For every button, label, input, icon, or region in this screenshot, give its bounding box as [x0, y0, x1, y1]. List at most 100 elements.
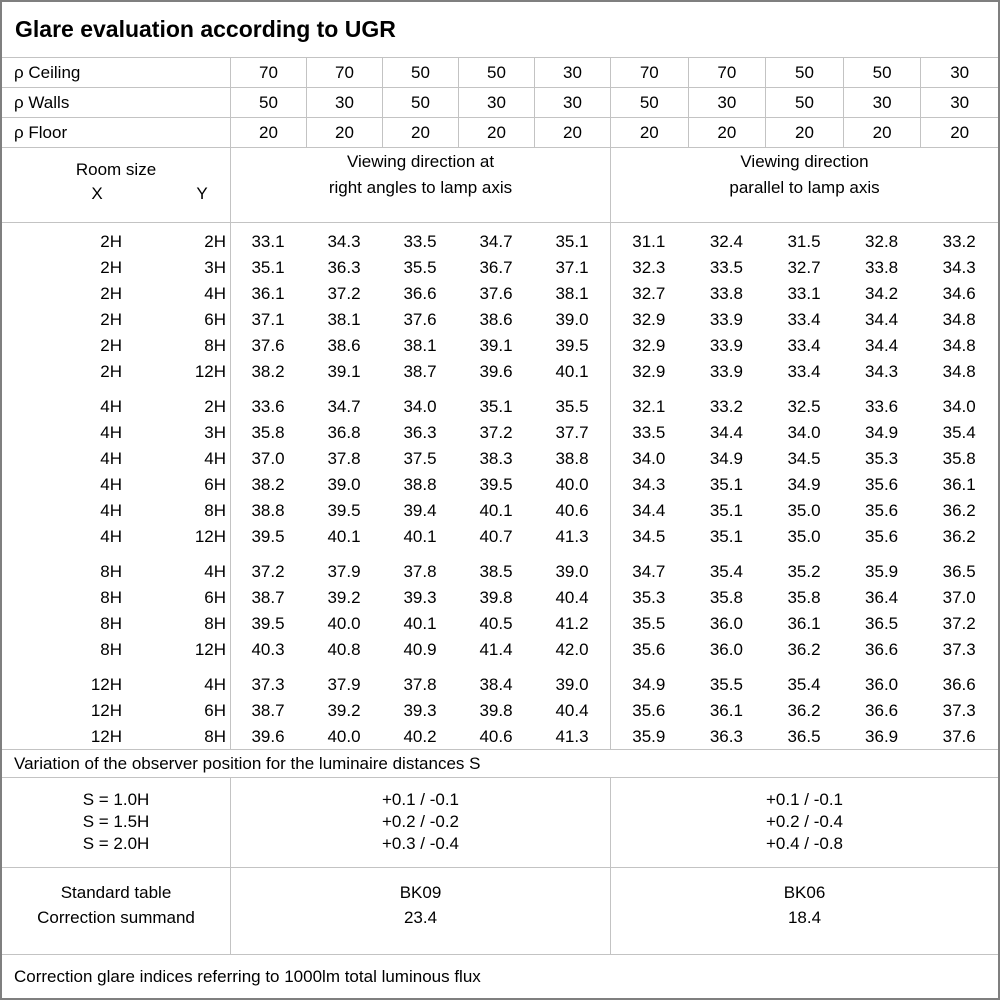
right-angles-header-line2: right angles to lamp axis	[328, 178, 513, 197]
ugr-row: 8H 8H 39.5 40.0 40.1 40.5 41.2 35.5 36.0 36.1 36.5…	[2, 611, 998, 637]
reflectance-row: ρ Floor 20 20 20 20 20 20 20 20 20 20	[2, 118, 998, 148]
room-size-x: 12H	[90, 727, 122, 746]
room-size-y: 8H	[204, 501, 226, 520]
ugr-row: 8H 6H 38.7 39.2 39.3 39.8 40.4 35.3 35.8 35.8 36.4…	[2, 585, 998, 611]
ugr-row: 4H 4H 37.0 37.8 37.5 38.3 38.8 34.0 34.9 34.5 35.3…	[2, 446, 998, 472]
reflectance-value: 50	[610, 88, 688, 117]
parallel-header: Viewing direction parallel to lamp axis	[610, 148, 998, 222]
ugr-value: 35.8	[942, 449, 976, 468]
ugr-value: 34.9	[709, 449, 743, 468]
ugr-value: 35.9	[865, 562, 899, 581]
ugr-value: 36.3	[327, 258, 361, 277]
ugr-row: 4H 2H 33.6 34.7 34.0 35.1 35.5 32.1 33.2 32.5 33.6…	[2, 394, 998, 420]
reflectance-value: 50	[230, 88, 306, 117]
ugr-value: 37.9	[327, 562, 361, 581]
ugr-value: 35.6	[632, 640, 666, 659]
ugr-row: 12H 8H 39.6 40.0 40.2 40.6 41.3 35.9 36.3 36.5 36.…	[2, 724, 998, 749]
ugr-value: 37.3	[251, 675, 285, 694]
ugr-row: 2H 8H 37.6 38.6 38.1 39.1 39.5 32.9 33.9 33.4 34.4…	[2, 333, 998, 359]
ugr-value: 36.0	[865, 675, 899, 694]
reflectance-value: 30	[458, 88, 534, 117]
summary-parallel: BK06 18.4	[610, 868, 998, 954]
variation-parallel-3: +0.4 / -0.8	[765, 834, 844, 853]
summary-section: Standard table Correction summand BK09 2…	[2, 868, 998, 955]
ugr-value: 36.6	[865, 701, 899, 720]
ugr-value: 36.6	[865, 640, 899, 659]
ugr-value: 38.1	[555, 284, 589, 303]
variation-right-angles-3: +0.3 / -0.4	[381, 834, 460, 853]
room-size-y: 6H	[204, 475, 226, 494]
direction-header-row: Room size X Y Viewing direction at right…	[2, 148, 998, 223]
ugr-value: 39.5	[251, 527, 285, 546]
ugr-value: 35.1	[709, 501, 743, 520]
ugr-value: 32.9	[632, 336, 666, 355]
ugr-value: 35.3	[632, 588, 666, 607]
ugr-value: 39.0	[555, 310, 589, 329]
ugr-value: 40.0	[327, 727, 361, 746]
ugr-value: 34.4	[709, 423, 743, 442]
ugr-value: 33.9	[709, 362, 743, 381]
ugr-value: 32.8	[865, 232, 899, 251]
ugr-value: 37.2	[479, 423, 513, 442]
ugr-value: 38.8	[555, 449, 589, 468]
room-size-x: 4H	[100, 501, 122, 520]
parallel-header-line2: parallel to lamp axis	[729, 178, 880, 197]
ugr-value: 34.5	[632, 527, 666, 546]
room-size-y: 4H	[204, 675, 226, 694]
correction-summand-right-angles: 23.4	[403, 908, 438, 927]
right-angles-header: Viewing direction at right angles to lam…	[230, 148, 610, 222]
parallel-header-line1: Viewing direction	[740, 152, 869, 171]
ugr-value: 37.6	[251, 336, 285, 355]
ugr-value: 40.1	[403, 614, 437, 633]
ugr-value: 38.8	[403, 475, 437, 494]
room-size-x: 4H	[100, 527, 122, 546]
ugr-value: 34.9	[787, 475, 821, 494]
reflectance-section: ρ Ceiling 70 70 50 50 30 70 70 50 50 30 ρ Walls 50 30…	[2, 58, 998, 148]
ugr-value: 36.8	[327, 423, 361, 442]
room-size-x: 2H	[100, 258, 122, 277]
ugr-value: 40.0	[327, 614, 361, 633]
room-size-y: 3H	[204, 258, 226, 277]
variation-right-angles: +0.1 / -0.1 +0.2 / -0.2 +0.3 / -0.4	[230, 778, 610, 867]
ugr-value: 34.5	[787, 449, 821, 468]
ugr-value: 34.3	[632, 475, 666, 494]
ugr-value: 37.8	[403, 675, 437, 694]
reflectance-value: 20	[306, 118, 382, 147]
ugr-value: 36.3	[403, 423, 437, 442]
reflectance-value: 50	[765, 88, 843, 117]
ugr-value: 39.2	[327, 701, 361, 720]
room-size-header: Room size X Y	[2, 148, 230, 222]
ugr-row: 2H 3H 35.1 36.3 35.5 36.7 37.1 32.3 33.5 32.7 33.8…	[2, 255, 998, 281]
ugr-value: 35.8	[709, 588, 743, 607]
ugr-value: 35.5	[709, 675, 743, 694]
reflectance-value: 70	[687, 58, 766, 87]
ugr-value: 40.4	[555, 588, 589, 607]
ugr-value: 36.9	[865, 727, 899, 746]
ugr-value: 39.1	[479, 336, 513, 355]
ugr-value: 35.4	[787, 675, 821, 694]
ugr-value: 36.0	[709, 614, 743, 633]
variation-note: Variation of the observer position for t…	[14, 753, 481, 773]
ugr-value: 38.4	[479, 675, 513, 694]
ugr-value: 39.1	[327, 362, 361, 381]
reflectance-value: 50	[382, 88, 458, 117]
ugr-value: 36.0	[709, 640, 743, 659]
room-size-y: 6H	[204, 588, 226, 607]
room-size-y: 12H	[194, 362, 226, 381]
ugr-value: 37.6	[942, 727, 976, 746]
ugr-value: 36.2	[787, 640, 821, 659]
ugr-value: 37.6	[403, 310, 437, 329]
reflectance-value: 20	[534, 118, 610, 147]
divider-room-size	[230, 223, 231, 749]
ugr-value: 39.5	[327, 501, 361, 520]
ugr-value: 35.6	[865, 527, 899, 546]
s-distance-labels: S = 1.0H S = 1.5H S = 2.0H	[2, 778, 230, 867]
ugr-value: 39.0	[555, 675, 589, 694]
ugr-value: 34.3	[942, 258, 976, 277]
title-bar: Glare evaluation according to UGR	[2, 2, 998, 58]
room-size-x: 4H	[100, 449, 122, 468]
ugr-value: 33.9	[709, 310, 743, 329]
reflectance-value: 30	[842, 88, 921, 117]
room-size-y: 8H	[204, 614, 226, 633]
reflectance-value: 50	[842, 58, 921, 87]
